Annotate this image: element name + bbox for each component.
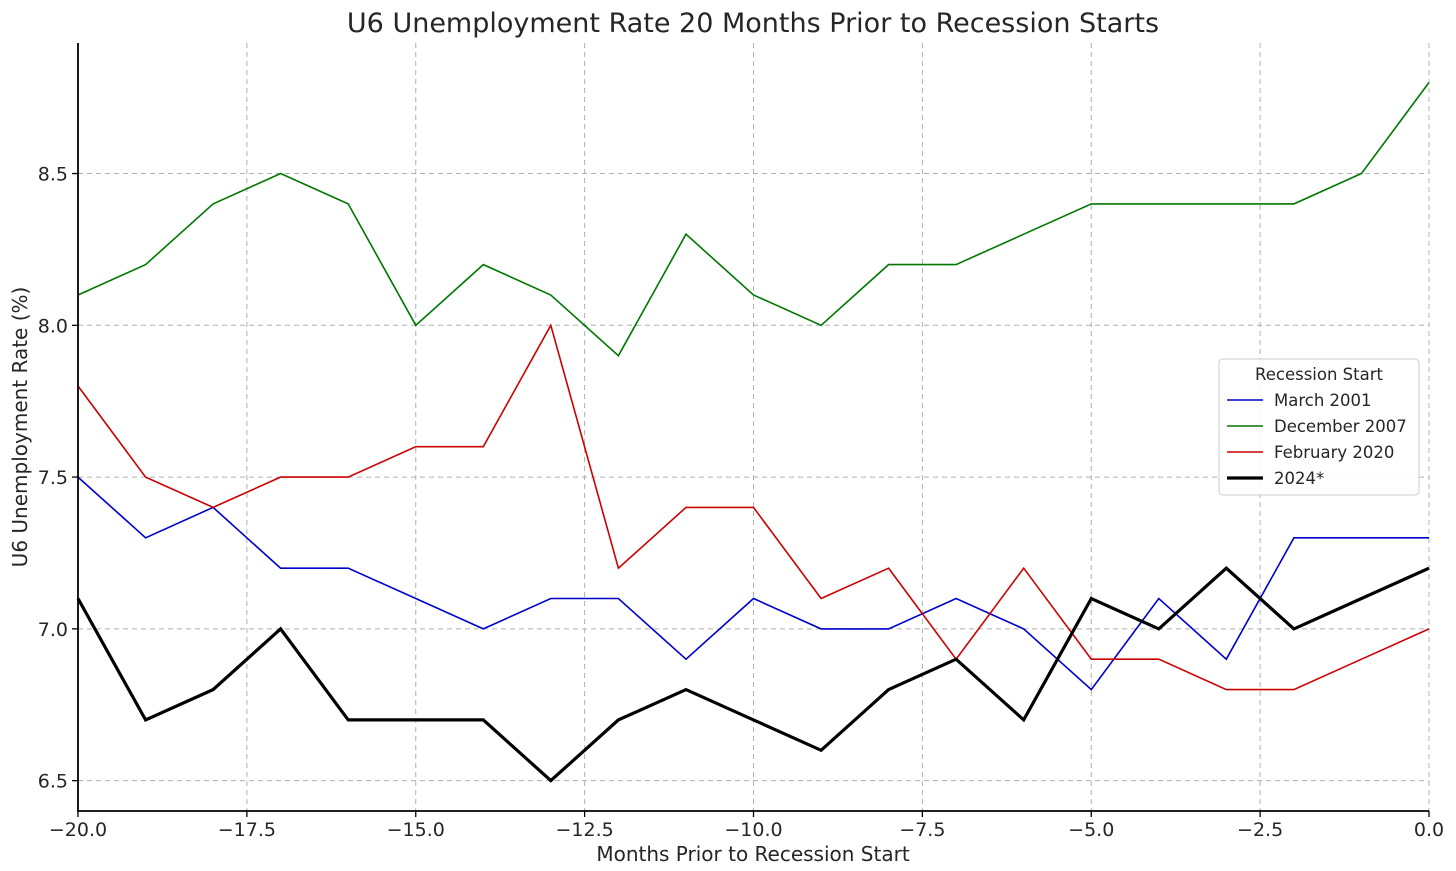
legend-label: December 2007	[1274, 417, 1407, 436]
y-tick-label: 6.5	[38, 771, 68, 793]
y-ticks: 6.5 7.0 7.5 8.0 8.5	[38, 164, 78, 793]
x-tick-label: −12.5	[556, 819, 614, 841]
series-line-december-2007	[77, 82, 1430, 357]
legend-label: February 2020	[1274, 443, 1394, 462]
x-tick-label: 0.0	[1414, 819, 1444, 841]
x-tick-label: −10.0	[724, 819, 782, 841]
series-line-february-2020	[77, 323, 1430, 691]
x-axis-label: Months Prior to Recession Start	[596, 842, 909, 866]
legend-label: March 2001	[1274, 391, 1372, 410]
chart-title: U6 Unemployment Rate 20 Months Prior to …	[347, 8, 1159, 39]
legend-label: 2024*	[1274, 469, 1324, 488]
y-tick-label: 7.0	[38, 619, 68, 641]
legend-title: Recession Start	[1255, 365, 1384, 384]
x-tick-label: −5.0	[1068, 819, 1114, 841]
y-tick-label: 8.0	[38, 315, 68, 337]
x-tick-label: −17.5	[218, 819, 276, 841]
x-tick-label: −20.0	[49, 819, 107, 841]
x-tick-label: −2.5	[1237, 819, 1283, 841]
y-axis-label: U6 Unemployment Rate (%)	[8, 287, 32, 568]
series-line-march-2001	[77, 476, 1429, 691]
grid	[77, 43, 1430, 811]
x-tick-label: −7.5	[899, 819, 945, 841]
y-tick-label: 8.5	[38, 164, 68, 186]
legend-box	[1218, 358, 1420, 496]
series-lines	[76, 82, 1430, 783]
series-line-2024	[76, 566, 1430, 783]
legend-items: March 2001 December 2007 February 2020 2024…	[1227, 391, 1407, 488]
x-ticks: −20.0 −17.5 −15.0 −12.5 −10.0 −7.5 −5.0 −2.5 0.0	[49, 811, 1444, 841]
legend: Recession Start March 2001 December 2007 F…	[1218, 358, 1420, 496]
y-tick-label: 7.5	[38, 467, 68, 489]
x-tick-label: −15.0	[387, 819, 445, 841]
